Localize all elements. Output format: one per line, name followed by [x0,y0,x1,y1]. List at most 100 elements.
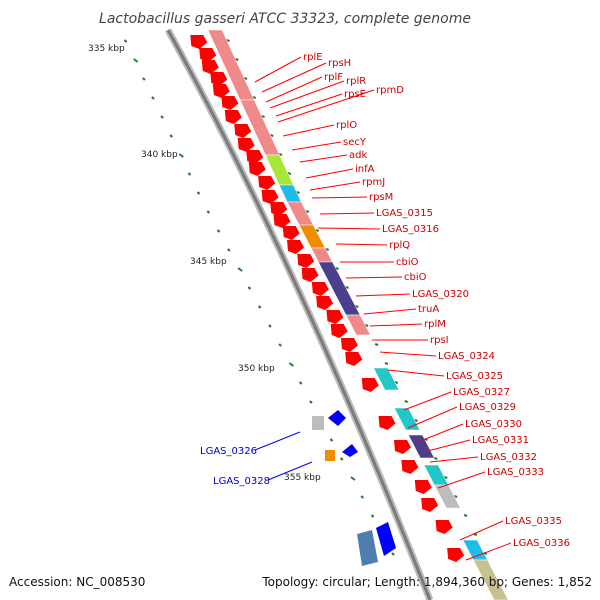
gene-arrow-reverse [328,410,346,426]
ruler-label-345: 345 kbp [190,257,227,267]
gene-arrow [237,138,255,152]
leader-line [254,431,301,451]
gene-label: LGAS_0329 [459,402,516,413]
gene-label: LGAS_0336 [513,538,570,549]
tick-mark [237,267,243,272]
leader-line [363,308,417,315]
gene-label-reverse: LGAS_0328 [213,476,270,487]
tick-mark [360,495,365,499]
tick-mark [453,495,458,498]
gene-label: rpsM [369,192,393,203]
gene-arrow [258,176,276,190]
tick-mark [315,229,320,232]
leader-line [407,406,458,429]
tick-mark [329,438,334,442]
label-leader-lines [254,56,512,561]
gene-label: rplM [424,319,446,330]
gene-arrow [248,162,266,176]
tick-mark [288,362,295,367]
leader-line [417,423,464,443]
reverse-gene-track [312,410,396,566]
ruler-label-355: 355 kbp [284,473,321,483]
tick-mark [350,476,356,481]
gene-label: rpmD [376,85,404,96]
tick-mark [178,153,184,158]
gene-label: LGAS_0316 [382,224,439,235]
topology-text: Topology: circular; Length: 1,894,360 bp… [261,575,592,589]
gene-arrow [221,96,239,110]
cog-block [373,367,400,391]
cog-block [433,484,461,509]
gene-label: rplR [346,76,366,87]
gene-label: LGAS_0332 [480,452,537,463]
tick-mark [298,381,303,385]
tick-mark [227,248,231,252]
map-title: Lactobacillus gasseri ATCC 33323, comple… [99,11,471,27]
cog-block [393,407,421,431]
leader-line [269,80,345,109]
gene-arrow [301,268,319,282]
leader-line [437,471,486,489]
gene-arrow [340,338,358,352]
gene-label: LGAS_0330 [465,419,522,430]
tick-mark [133,58,139,63]
leader-line [254,56,302,83]
leader-line [465,542,512,561]
gene-label: LGAS_0315 [376,208,433,219]
ruler-label-340: 340 kbp [141,150,178,160]
tick-mark [278,153,283,156]
tick-mark [287,172,292,175]
leader-line [309,181,361,191]
tick-mark [206,210,211,214]
gene-arrow [270,202,288,216]
gene-label: LGAS_0320 [412,289,469,300]
ruler-labels: 335 kbp 340 kbp 345 kbp 350 kbp 355 kbp [88,44,321,483]
leader-line [355,293,411,297]
gene-arrow [234,124,252,138]
leader-line [403,391,452,411]
tick-mark [355,305,359,308]
gene-label: LGAS_0325 [446,371,503,382]
tick-mark [269,134,274,137]
cog-block [310,247,333,263]
genome-backbone [164,28,434,600]
cog-block [325,450,335,461]
leader-line [299,154,348,163]
gene-label: LGAS_0335 [505,516,562,527]
leader-line [387,369,445,377]
tick-mark [261,115,265,118]
tick-mark [463,514,468,517]
tick-mark [296,191,300,194]
gene-arrow [224,110,242,124]
tick-mark [226,39,230,42]
leader-line [267,461,313,481]
tick-mark [305,210,310,213]
gene-label: rpsH [328,58,351,69]
gene-arrow [421,498,439,512]
tick-mark [243,77,248,80]
tick-mark [364,324,369,327]
gene-label: LGAS_0324 [438,351,495,362]
gene-label: rpsI [430,335,449,346]
gene-arrow [201,60,219,74]
leader-line [369,323,423,327]
cog-block [312,416,324,430]
tick-mark [257,305,262,309]
gene-label: rplO [336,120,357,131]
gene-arrow [414,480,432,494]
tick-mark [325,248,329,251]
tick-marks [123,39,488,556]
cog-block [472,559,509,600]
gene-arrow [190,35,208,49]
gene-arrow [401,460,419,474]
leader-line [282,124,335,137]
gene-label: LGAS_0327 [453,387,510,398]
gene-label: infA [355,164,375,175]
gene-arrow [287,240,304,254]
gene-arrow [447,548,465,562]
tick-mark [391,552,395,556]
gene-arrow [261,190,279,204]
gene-arrow-reverse [342,444,358,457]
